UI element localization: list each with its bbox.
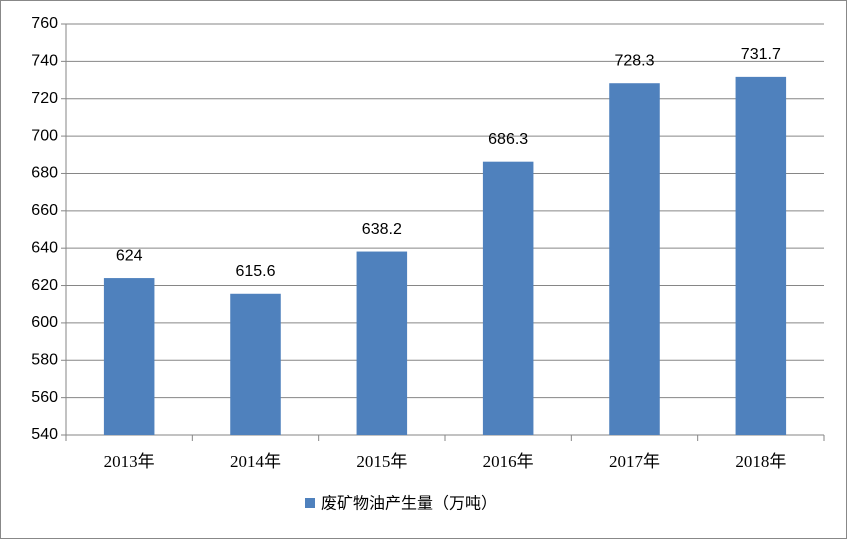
x-tick-label: 2013年 (104, 452, 155, 471)
data-label: 728.3 (614, 52, 654, 69)
y-tick-label: 700 (31, 127, 58, 144)
bar (103, 278, 155, 435)
y-tick-label: 600 (31, 314, 58, 331)
data-label: 615.6 (235, 263, 275, 280)
x-tick-label: 2015年 (356, 452, 407, 471)
data-label: 686.3 (488, 131, 528, 148)
y-tick-label: 540 (31, 426, 58, 443)
y-tick-label: 720 (31, 90, 58, 107)
y-tick-label: 580 (31, 351, 58, 368)
x-tick-label: 2014年 (230, 452, 281, 471)
data-label: 624 (116, 247, 143, 264)
bar (609, 83, 660, 435)
x-tick-label: 2016年 (483, 452, 534, 471)
x-tick-label: 2018年 (735, 452, 786, 471)
y-tick-label: 760 (31, 15, 58, 32)
legend-label: 废矿物油产生量（万吨） (321, 494, 497, 513)
bar (230, 293, 281, 435)
y-tick-label: 680 (31, 165, 58, 182)
legend-swatch (305, 498, 315, 508)
y-tick-label: 660 (31, 202, 58, 219)
y-tick-label: 740 (31, 53, 58, 70)
y-tick-label: 620 (31, 277, 58, 294)
bar (735, 76, 787, 436)
y-tick-label: 560 (31, 389, 58, 406)
data-label: 638.2 (362, 221, 402, 238)
bar (356, 251, 408, 435)
y-tick-label: 640 (31, 239, 58, 256)
bar (482, 161, 534, 435)
x-tick-label: 2017年 (609, 452, 660, 471)
data-label: 731.7 (741, 46, 781, 63)
